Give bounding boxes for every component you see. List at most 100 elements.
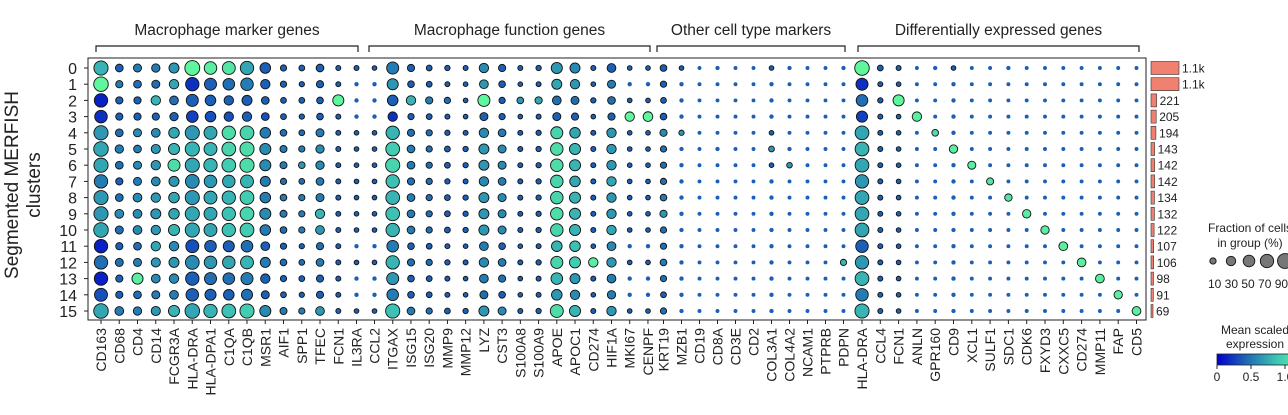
dot-cst3 (498, 80, 506, 89)
dot-gpr160 (933, 260, 938, 265)
dot-mzb1 (679, 308, 684, 314)
dot-c1qa (221, 206, 236, 221)
dot-cst3 (498, 63, 507, 73)
dot-c1qb (239, 206, 255, 222)
dot-il3ra (354, 114, 359, 119)
cluster-label: 4 (68, 126, 77, 143)
dot-mmp12 (462, 178, 469, 185)
dot-spp1 (298, 194, 306, 202)
dot-c1qa (223, 111, 234, 122)
dot-cd4 (132, 192, 143, 203)
dot-col3a1 (769, 179, 774, 184)
dot-mmp12 (462, 307, 469, 315)
dot-col3a1 (769, 82, 774, 87)
dot-xcl1 (969, 244, 974, 249)
dot-col4a2 (787, 179, 792, 184)
dot-s100a8 (517, 194, 524, 201)
dot-hla-dra (854, 271, 870, 286)
cluster-count-label: 132 (1157, 207, 1177, 221)
dot-fcn1 (895, 129, 902, 136)
dot-aif1 (279, 258, 288, 267)
dot-mki67 (627, 276, 632, 281)
dot-mzb1 (679, 82, 684, 87)
dot-s100a9 (535, 243, 542, 250)
dot-cd8a (715, 292, 720, 297)
legend: Fraction of cells in group (%) 10 30 50 70… (1208, 221, 1288, 384)
dot-cd5 (1134, 130, 1139, 135)
dot-s100a9 (535, 259, 542, 266)
gene-label-sulf1: SULF1 (982, 328, 998, 372)
dot-hla-dpa1 (204, 288, 217, 301)
gene-label-pdpn: PDPN (836, 328, 852, 367)
dot-itgax (385, 157, 401, 173)
dot-apoc1 (568, 207, 582, 220)
cluster-count-bar (1150, 77, 1180, 91)
dot-hla-dra (855, 239, 869, 253)
dot-isg15 (406, 258, 416, 267)
dot-pdpn (841, 276, 846, 281)
dot-cxxc5 (1061, 228, 1066, 232)
gene-label-cd14: CD14 (148, 328, 164, 364)
size-legend-dot (1209, 257, 1217, 265)
gene-label-ccl2: CCL2 (367, 328, 383, 364)
dot-s100a9 (535, 307, 542, 315)
dot-cd19 (697, 130, 702, 135)
dot-cxxc5 (1061, 276, 1066, 281)
dot-cenpf (645, 244, 651, 249)
dot-s100a9 (535, 113, 542, 120)
dot-fcgr3a (167, 158, 181, 172)
dot-ccl4 (877, 243, 884, 250)
dot-cd274 (1079, 244, 1084, 249)
dot-cd2 (751, 244, 756, 249)
dot-cenpf (645, 178, 651, 185)
dot-s100a9 (535, 210, 542, 217)
dot-apoe (550, 190, 564, 205)
dot-ptprb (823, 147, 828, 151)
dot-mmp11 (1097, 163, 1102, 168)
dot-hif1a (607, 112, 616, 121)
dot-cd2 (751, 195, 756, 200)
cluster-count-label: 142 (1158, 175, 1178, 189)
dot-mzb1 (678, 65, 685, 71)
dot-hla-dpa1 (203, 61, 218, 75)
dot-cd163 (94, 287, 108, 302)
dot-apoc1 (568, 223, 582, 237)
gene-label-s100a9: S100A9 (531, 328, 547, 378)
dot-hif1a (606, 176, 617, 187)
dot-mmp12 (462, 194, 469, 201)
dot-ccl4 (877, 259, 884, 266)
dot-ptprb (823, 82, 828, 87)
group-title: Macrophage function genes (414, 22, 606, 39)
dot-isg20 (425, 161, 433, 169)
dot-cd5 (1134, 228, 1139, 232)
dot-gpr160 (933, 309, 938, 313)
dot-c1qa (221, 157, 237, 173)
dot-cd274 (590, 178, 597, 185)
dot-il3ra (354, 292, 359, 297)
dot-mki67 (626, 308, 633, 314)
dot-hla-dra (184, 60, 201, 76)
dot-cd3e (733, 147, 738, 151)
dot-msr1 (260, 241, 271, 252)
dot-cd4 (133, 128, 142, 138)
dot-cd2 (751, 98, 756, 103)
dot-col3a1 (769, 244, 774, 249)
dot-lyz (478, 305, 490, 317)
dot-aif1 (279, 64, 288, 72)
gene-label-anln: ANLN (909, 328, 925, 365)
gene-label-fcgr3a: FCGR3A (166, 327, 182, 384)
size-legend-dot (1277, 253, 1288, 269)
dot-mmp12 (462, 113, 469, 120)
dot-fcn1 (335, 308, 342, 314)
dot-hla-dra (184, 125, 200, 141)
dot-mmp12 (462, 243, 469, 250)
dot-isg20 (425, 113, 433, 120)
dot-isg20 (425, 258, 433, 267)
cluster-count-label: 91 (1156, 288, 1170, 302)
dot-sdc1 (1004, 193, 1013, 202)
dot-s100a9 (535, 64, 542, 72)
dot-cxxc5 (1061, 66, 1066, 70)
dot-s100a9 (535, 275, 542, 282)
dot-cd19 (697, 114, 702, 119)
dot-col3a1 (769, 195, 774, 200)
